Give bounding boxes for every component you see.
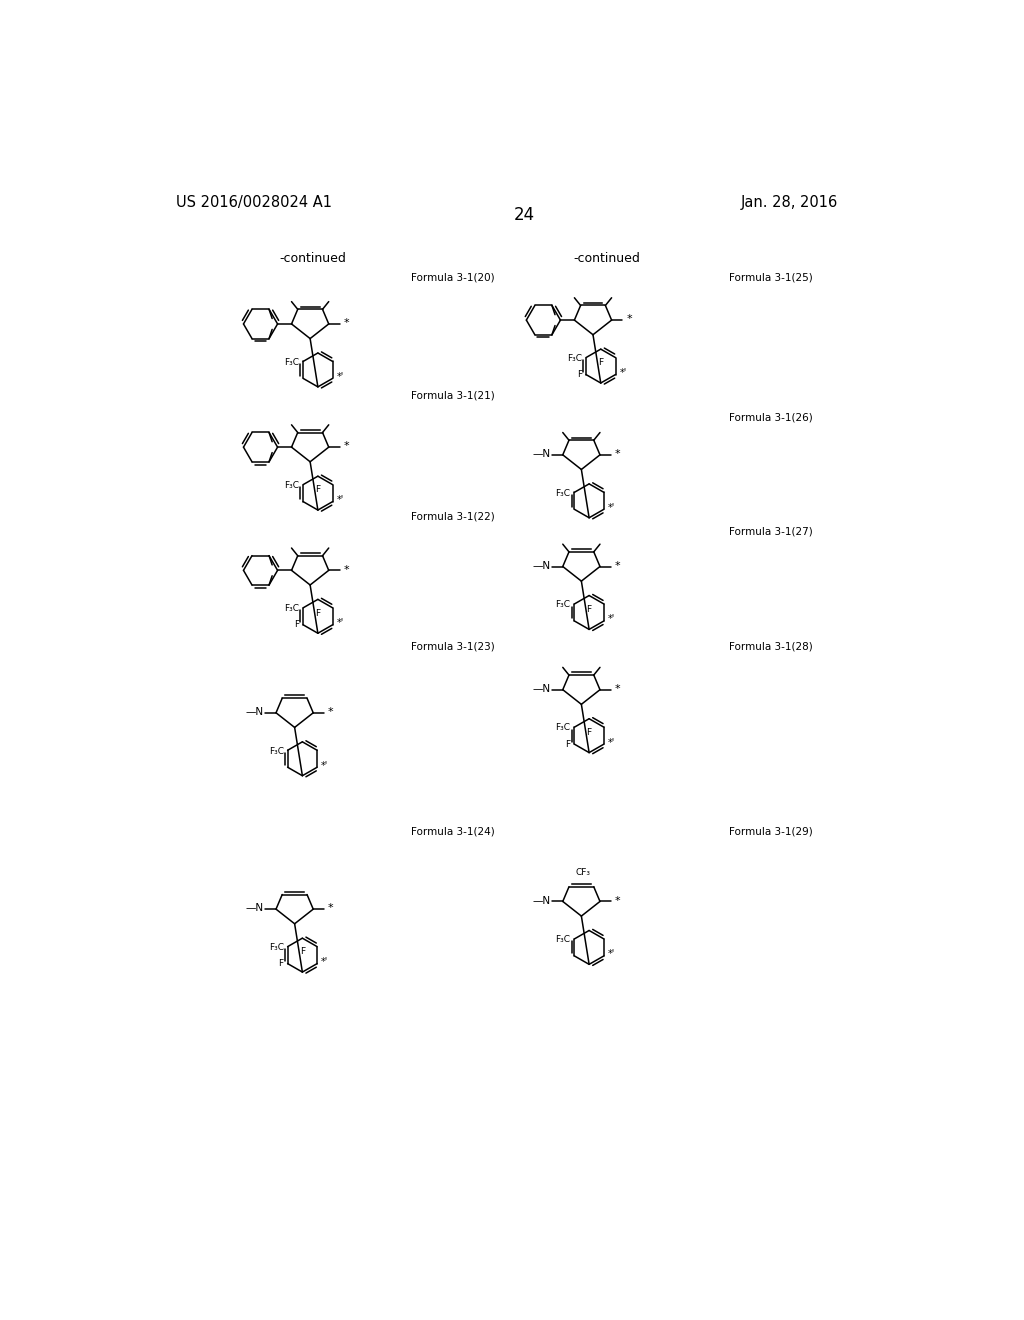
Text: *': *'	[337, 495, 344, 506]
Text: *: *	[614, 561, 621, 570]
Text: *': *'	[608, 614, 615, 624]
Text: *': *'	[321, 760, 329, 771]
Text: *': *'	[620, 368, 627, 378]
Text: *: *	[614, 449, 621, 459]
Text: *: *	[328, 708, 334, 717]
Text: F₃C: F₃C	[555, 488, 570, 498]
Text: *': *'	[608, 738, 615, 747]
Text: —N: —N	[532, 561, 550, 570]
Text: F: F	[315, 486, 321, 495]
Text: *': *'	[321, 957, 329, 968]
Text: F₃C: F₃C	[268, 942, 284, 952]
Text: Formula 3-1(25): Formula 3-1(25)	[729, 272, 812, 282]
Text: F₃C: F₃C	[285, 480, 299, 490]
Text: F: F	[315, 609, 321, 618]
Text: *: *	[614, 684, 621, 694]
Text: *: *	[343, 565, 349, 574]
Text: F: F	[587, 605, 592, 614]
Text: *: *	[343, 441, 349, 451]
Text: —N: —N	[532, 896, 550, 906]
Text: F: F	[300, 948, 305, 957]
Text: *': *'	[337, 372, 344, 381]
Text: CF₃: CF₃	[575, 869, 590, 878]
Text: F: F	[294, 620, 299, 630]
Text: —N: —N	[246, 903, 263, 913]
Text: F₃C: F₃C	[555, 601, 570, 610]
Text: F: F	[565, 739, 570, 748]
Text: F: F	[598, 358, 603, 367]
Text: Formula 3-1(20): Formula 3-1(20)	[411, 272, 495, 282]
Text: F₃C: F₃C	[285, 605, 299, 612]
Text: Formula 3-1(28): Formula 3-1(28)	[729, 642, 812, 652]
Text: Formula 3-1(23): Formula 3-1(23)	[411, 642, 495, 652]
Text: Formula 3-1(26): Formula 3-1(26)	[729, 412, 812, 422]
Text: F₃C: F₃C	[555, 935, 570, 944]
Text: F: F	[279, 960, 284, 968]
Text: 24: 24	[514, 206, 536, 224]
Text: Formula 3-1(21): Formula 3-1(21)	[411, 391, 495, 401]
Text: Formula 3-1(29): Formula 3-1(29)	[729, 826, 812, 837]
Text: F₃C: F₃C	[268, 747, 284, 755]
Text: Jan. 28, 2016: Jan. 28, 2016	[740, 194, 838, 210]
Text: Formula 3-1(27): Formula 3-1(27)	[729, 527, 812, 536]
Text: *': *'	[337, 618, 344, 628]
Text: -continued: -continued	[279, 252, 346, 265]
Text: F: F	[587, 727, 592, 737]
Text: —N: —N	[532, 449, 550, 459]
Text: *: *	[614, 896, 621, 906]
Text: —N: —N	[532, 684, 550, 694]
Text: F₃C: F₃C	[555, 723, 570, 733]
Text: *: *	[343, 318, 349, 329]
Text: *': *'	[608, 503, 615, 512]
Text: Formula 3-1(22): Formula 3-1(22)	[411, 511, 495, 521]
Text: -continued: -continued	[573, 252, 640, 265]
Text: F₃C: F₃C	[285, 358, 299, 367]
Text: F₃C: F₃C	[567, 354, 582, 363]
Text: F: F	[577, 370, 582, 379]
Text: *: *	[328, 903, 334, 913]
Text: *': *'	[608, 949, 615, 960]
Text: —N: —N	[246, 708, 263, 717]
Text: Formula 3-1(24): Formula 3-1(24)	[411, 826, 495, 837]
Text: *: *	[627, 314, 632, 325]
Text: US 2016/0028024 A1: US 2016/0028024 A1	[176, 194, 332, 210]
